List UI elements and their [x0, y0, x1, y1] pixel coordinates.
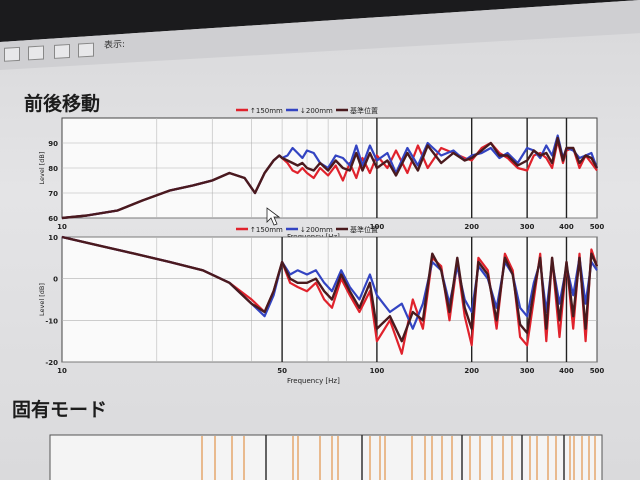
- y-tick-label: 60: [48, 215, 58, 223]
- y-tick-label: 80: [48, 165, 58, 173]
- x-tick-label: 500: [590, 223, 605, 231]
- mouse-cursor-icon: [266, 207, 281, 226]
- section-title-front-back-movement: 前後移動: [24, 92, 100, 115]
- frequency-response-chart-2: 10 50 100 200 300 400 500 -20 -10 0 10 Frequency [H…: [38, 225, 604, 385]
- series-line-3: [61, 136, 599, 220]
- mode-chart-frame: [49, 434, 603, 480]
- chart-legend: ↑150mm ↓200mm 基準位置: [236, 106, 378, 115]
- x-tick-label: 400: [559, 367, 574, 375]
- x-tick-label: 300: [520, 367, 535, 375]
- x-tick-label: 100: [370, 223, 385, 231]
- x-axis-label: Frequency [Hz]: [287, 377, 340, 385]
- y-tick-label: 70: [48, 190, 58, 198]
- legend-label: 基準位置: [350, 225, 378, 234]
- x-tick-label: 500: [590, 367, 605, 375]
- x-tick-label: 200: [464, 367, 479, 375]
- mode-frequency-lines: [201, 436, 596, 480]
- x-tick-label: 300: [520, 223, 535, 231]
- series-line-2: [61, 235, 598, 330]
- legend-label: ↑150mm: [250, 107, 283, 115]
- legend-label: 基準位置: [350, 106, 378, 115]
- legend-label: ↓200mm: [300, 107, 333, 115]
- x-tick-label: 10: [57, 367, 67, 375]
- y-tick-label: -20: [45, 359, 58, 367]
- y-axis-label: Level [dB]: [38, 283, 46, 316]
- series-line-3: [61, 235, 599, 343]
- x-tick-label: 100: [370, 367, 385, 375]
- legend-label: ↑150mm: [250, 226, 283, 234]
- x-tick-label: 10: [57, 223, 67, 231]
- chart-legend: ↑150mm ↓200mm 基準位置: [236, 225, 378, 234]
- y-tick-label: 90: [48, 140, 58, 148]
- frequency-response-chart-1: 1010020030040050060708090Frequency [Hz]L…: [38, 106, 604, 241]
- y-axis-label: Level [dB]: [38, 152, 46, 185]
- section-title-natural-mode: 固有モード: [12, 398, 107, 421]
- legend-label: ↓200mm: [300, 226, 333, 234]
- x-tick-label: 200: [464, 223, 479, 231]
- y-tick-label: 0: [53, 276, 58, 284]
- x-tick-label: 400: [559, 223, 574, 231]
- y-tick-label: -10: [45, 317, 58, 325]
- y-tick-label: 10: [48, 234, 58, 242]
- x-tick-label: 50: [277, 367, 287, 375]
